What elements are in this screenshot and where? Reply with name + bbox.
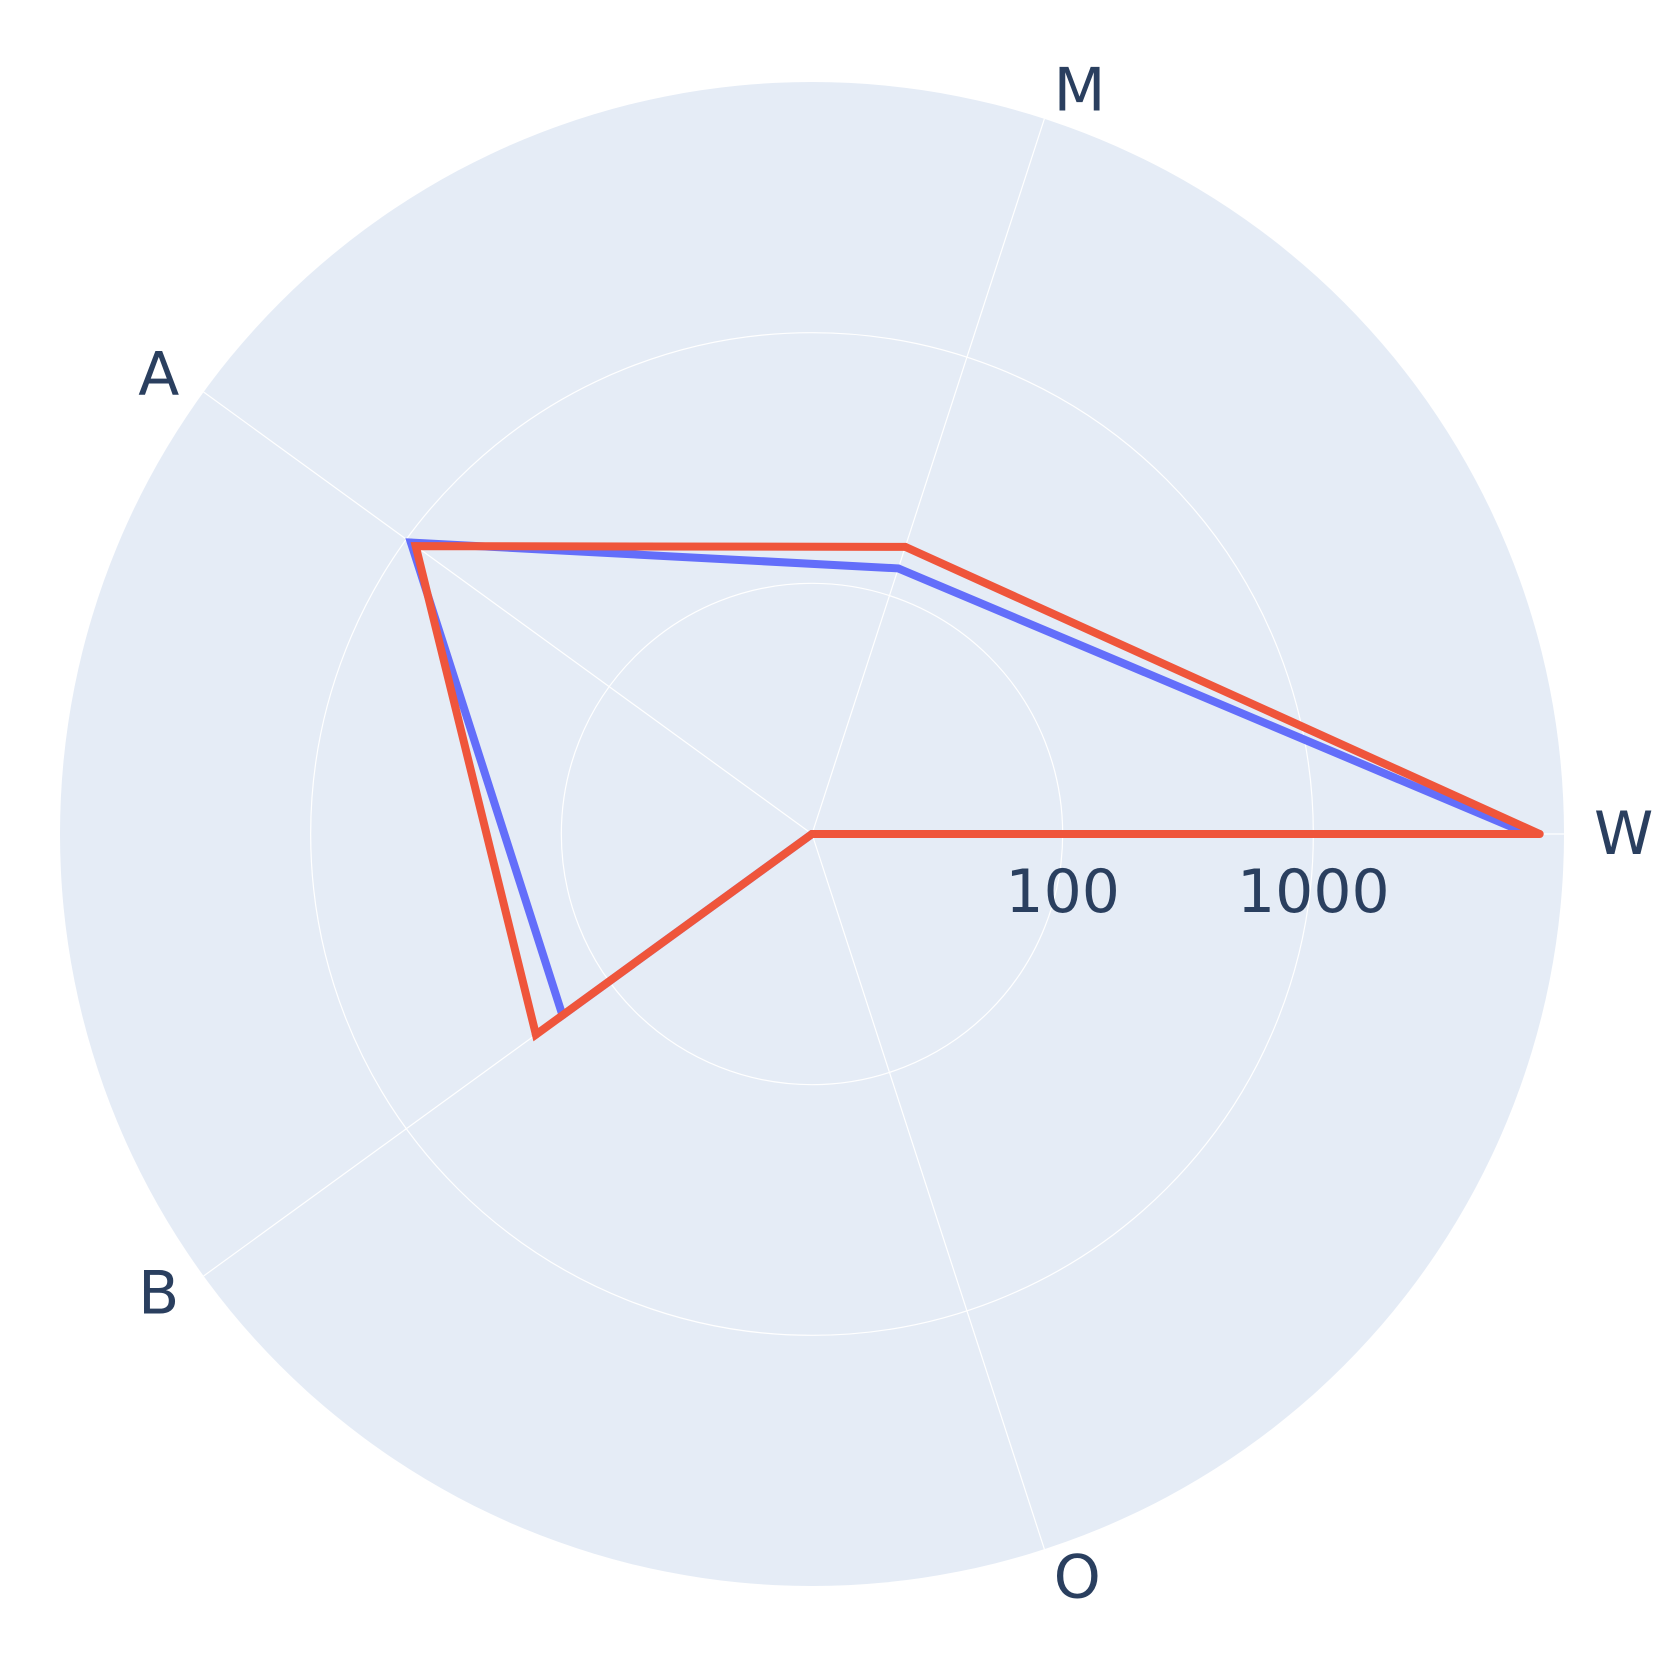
radial-tick-label-1000: 1000 xyxy=(1237,857,1390,927)
category-label-A: A xyxy=(138,339,179,409)
series-2-point-M xyxy=(901,543,909,551)
category-label-B: B xyxy=(138,1259,179,1329)
series-2-point-B xyxy=(532,1031,540,1039)
series-2-point-W xyxy=(1536,830,1544,838)
series-1-point-M xyxy=(894,564,902,572)
category-label-O: O xyxy=(1054,1543,1101,1613)
category-label-W: W xyxy=(1594,799,1653,869)
series-2-point-O xyxy=(808,830,816,838)
radial-tick-label-100: 100 xyxy=(1005,857,1120,927)
series-2-point-A xyxy=(412,542,420,550)
category-label-M: M xyxy=(1054,55,1106,125)
